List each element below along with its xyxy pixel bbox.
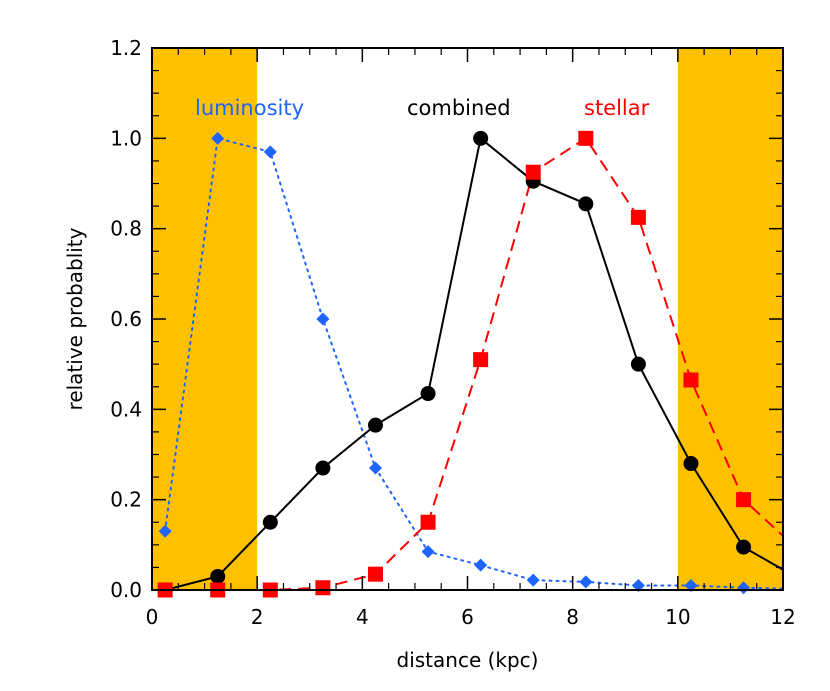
y-tick-label: 0.6: [110, 307, 142, 331]
x-tick-label: 4: [356, 605, 369, 629]
shaded-region-0: [152, 48, 258, 590]
luminosity-point: [158, 524, 172, 538]
y-tick-label: 1.2: [110, 36, 142, 60]
x-axis-title: distance (kpc): [397, 648, 539, 672]
luminosity-point: [211, 131, 225, 145]
stellar-point: [420, 514, 436, 530]
stellar-point: [473, 352, 489, 368]
combined-point: [683, 456, 699, 472]
combined-point: [420, 386, 436, 402]
axis-ticks: [151, 47, 784, 591]
series-markers: [157, 130, 752, 598]
combined-point: [367, 417, 383, 433]
luminosity-point: [526, 573, 540, 587]
y-tick-label: 0.2: [110, 488, 142, 512]
series-label-combined: combined: [407, 96, 511, 120]
y-tick-label: 1.0: [110, 126, 142, 150]
shaded-regions: [152, 48, 783, 590]
luminosity-point: [263, 145, 277, 159]
x-tick-label: 12: [770, 605, 795, 629]
luminosity-point: [474, 558, 488, 572]
luminosity-point: [421, 545, 435, 559]
combined-point: [315, 460, 331, 476]
luminosity-point: [316, 312, 330, 326]
shaded-region-1: [677, 48, 783, 590]
luminosity-point: [368, 461, 382, 475]
x-tick-label: 10: [665, 605, 690, 629]
luminosity-point: [631, 578, 645, 592]
combined-point: [473, 130, 489, 146]
tick-labels: 0 2 4 6 8 10 12 0.0 0.2 0.4 0.6 0.8 1.0 1.2: [110, 36, 796, 629]
luminosity-point: [684, 578, 698, 592]
x-tick-label: 6: [461, 605, 474, 629]
stellar-point: [367, 566, 383, 582]
combined-point: [262, 514, 278, 530]
x-tick-label: 8: [566, 605, 579, 629]
stellar-point: [525, 164, 541, 180]
series-label-stellar: stellar: [584, 96, 650, 120]
stellar-point: [578, 130, 594, 146]
stellar-point: [315, 580, 331, 596]
stellar-point: [630, 209, 646, 225]
y-tick-label: 0.8: [110, 217, 142, 241]
series-label-luminosity: luminosity: [195, 96, 304, 120]
luminosity-point: [579, 575, 593, 589]
combined-point: [630, 356, 646, 372]
combined-point: [736, 539, 752, 555]
stellar-point: [736, 492, 752, 508]
x-tick-label: 2: [251, 605, 264, 629]
combined-point: [578, 196, 594, 212]
combined-point: [210, 568, 226, 584]
x-tick-label: 0: [146, 605, 159, 629]
y-tick-label: 0.4: [110, 397, 142, 421]
stellar-point: [683, 372, 699, 388]
series-labels: luminosity combined stellar: [195, 96, 650, 120]
y-axis-title: relative probablity: [63, 227, 87, 410]
y-tick-label: 0.0: [110, 578, 142, 602]
